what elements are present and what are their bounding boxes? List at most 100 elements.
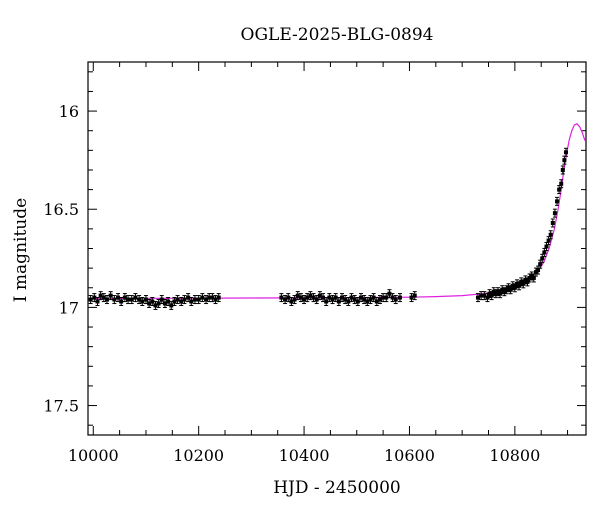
data-point	[538, 259, 543, 269]
data-point	[192, 295, 197, 305]
data-point	[308, 291, 313, 301]
data-point	[279, 293, 284, 303]
data-point	[333, 293, 338, 303]
data-point	[491, 287, 496, 297]
data-point	[412, 291, 417, 301]
model-curve	[87, 123, 586, 300]
data-point	[317, 291, 322, 301]
data-point	[140, 297, 145, 307]
data-point	[302, 295, 307, 305]
data-point	[213, 295, 218, 305]
data-point	[189, 297, 194, 307]
data-point	[88, 295, 93, 305]
data-point	[362, 295, 367, 305]
data-point	[162, 298, 167, 308]
model-layer	[87, 123, 586, 300]
data-point	[377, 295, 382, 305]
data-point	[133, 293, 138, 303]
data-point	[175, 295, 180, 305]
data-point	[119, 297, 124, 307]
data-point	[352, 295, 357, 305]
data-point	[506, 283, 511, 293]
data-point	[196, 295, 201, 305]
y-axis-label: I magnitude	[11, 198, 31, 302]
data-point	[204, 295, 209, 305]
y-tick-label: 16.5	[43, 200, 79, 219]
x-tick-label: 10200	[173, 446, 224, 465]
data-points	[88, 147, 568, 310]
data-point	[560, 165, 565, 175]
data-point	[283, 295, 288, 305]
data-point	[137, 295, 142, 305]
data-point	[108, 291, 113, 301]
data-point	[527, 273, 532, 283]
x-tick-label: 10600	[384, 446, 435, 465]
data-point	[504, 285, 509, 295]
data-point	[368, 295, 373, 305]
axis-ticks	[88, 62, 586, 435]
data-point	[153, 300, 158, 310]
data-point	[475, 293, 480, 303]
data-point	[523, 275, 528, 285]
y-tick-label: 17.5	[43, 397, 79, 416]
y-tick-label: 17	[59, 298, 79, 317]
data-point	[548, 230, 553, 240]
chart-title: OGLE-2025-BLG-0894	[241, 25, 434, 45]
data-point	[519, 277, 524, 287]
data-point	[349, 293, 354, 303]
data-point	[147, 298, 152, 308]
data-point	[482, 291, 487, 301]
data-point	[112, 295, 117, 305]
y-tick-label: 16	[59, 102, 79, 121]
data-point	[540, 253, 545, 263]
data-point	[544, 242, 549, 252]
data-point	[365, 297, 370, 307]
data-point	[104, 295, 109, 305]
data-point	[340, 293, 345, 303]
data-point	[101, 293, 106, 303]
data-point	[343, 295, 348, 305]
data-point	[216, 293, 221, 303]
data-point	[129, 295, 134, 305]
data-point	[122, 293, 127, 303]
data-point	[409, 293, 414, 303]
data-point	[159, 295, 164, 305]
data-point	[542, 247, 547, 257]
data-point	[529, 271, 534, 281]
data-point	[531, 273, 536, 283]
data-point	[210, 293, 215, 303]
x-axis-label: HJD - 2450000	[273, 478, 401, 498]
data-point	[495, 287, 500, 297]
data-point	[126, 295, 131, 305]
data-point	[552, 208, 557, 218]
plot-frame	[87, 61, 587, 436]
data-point	[330, 295, 335, 305]
data-point	[510, 281, 515, 291]
data-point	[116, 293, 121, 303]
data-point	[289, 297, 294, 307]
data-point	[393, 295, 398, 305]
data-point	[295, 291, 300, 301]
data-point	[358, 293, 363, 303]
data-point	[397, 293, 402, 303]
data-point	[390, 293, 395, 303]
data-point	[305, 293, 310, 303]
data-point	[374, 297, 379, 307]
data-point	[311, 293, 316, 303]
x-tick-label: 10800	[489, 446, 540, 465]
x-tick-label: 10000	[68, 446, 119, 465]
data-point	[502, 287, 507, 297]
data-point	[563, 147, 568, 157]
data-point	[555, 196, 560, 206]
data-point	[327, 293, 332, 303]
data-point	[172, 297, 177, 307]
data-point	[533, 267, 538, 277]
data-point	[200, 293, 205, 303]
data-point	[559, 179, 564, 189]
data-point	[371, 293, 376, 303]
data-point	[98, 291, 103, 301]
data-point	[182, 295, 187, 305]
x-tick-label: 10400	[279, 446, 330, 465]
data-point	[514, 279, 519, 289]
